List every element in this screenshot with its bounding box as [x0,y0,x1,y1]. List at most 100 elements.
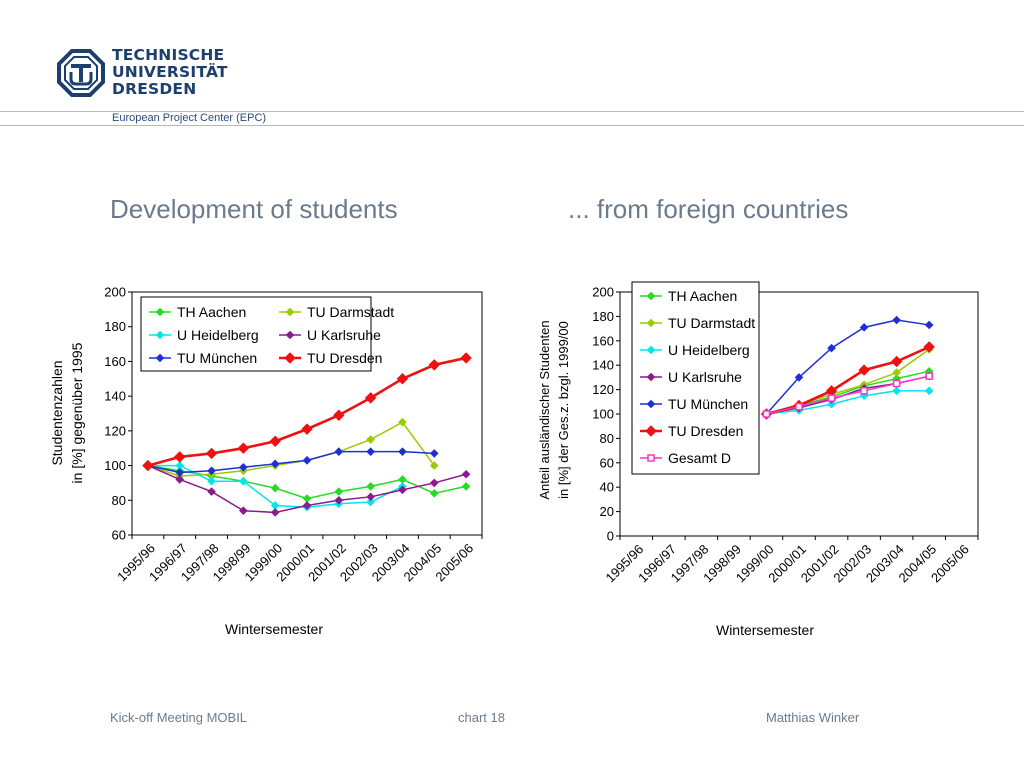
chart0-legend-marker [285,307,295,317]
chart0-data-point-tu-dresden [269,435,281,447]
chart1-legend-label: U Karlsruhe [668,369,742,385]
chart1-legend-marker [645,425,657,437]
chart0-data-point-th-aachen [461,482,471,491]
chart0-data-point-tu-dresden [142,459,154,472]
chart0-data-point-u-heidelberg [239,476,248,486]
chart0-data-point-th-aachen [334,487,344,496]
chart1-legend-label: TH Aachen [668,288,737,304]
chart1-y-tick-label: 200 [592,285,614,300]
chart1-data-point-gesamt-d [762,410,771,418]
chart0-y-tick-label: 140 [104,389,126,404]
chart0-data-point-tu-dresden [364,392,377,404]
chart0-data-point-u-karlsruhe [239,506,248,516]
chart0-data-point-u-heidelberg [366,497,375,507]
chart1-legend-item-gesamt-d: Gesamt D [640,450,731,466]
chart1-legend-label: U Heidelberg [668,342,750,358]
chart1-series-line-tu-m-nchen [765,319,930,415]
chart0-y-tick-label: 80 [112,493,126,508]
chart0-data-point-tu-dresden [396,373,409,385]
chart0-y-tick-label: 60 [112,528,126,543]
chart0-data-point-tu-dresden [205,447,218,460]
chart1-y-axis-label: Anteil ausländischer Studenten [537,320,552,499]
chart0-y-tick-label: 120 [104,423,126,438]
chart0-data-point-u-karlsruhe [366,492,375,502]
university-logo-icon [57,49,105,97]
chart0-legend-item-u-heidelberg: U Heidelberg [149,327,259,343]
chart1-y-tick-label: 100 [592,407,614,422]
chart0-data-point-u-karlsruhe [302,501,312,510]
chart0-series-line-tu-m-nchen [147,450,435,474]
chart0-legend-item-tu-m-nchen: TU München [149,350,257,366]
chart1-y-tick-label: 120 [592,382,614,397]
chart1-legend-marker [647,454,655,462]
logo-line-2: UNIVERSITÄT [112,63,228,81]
footer-event: Kick-off Meeting MOBIL [110,710,248,725]
footer-author: Matthias Winker [766,710,860,725]
chart1-legend-marker [646,318,656,328]
chart1-legend-marker [646,291,656,301]
chart0-data-point-tu-m-nchen [334,447,344,456]
chart0-data-point-tu-darmstadt [366,435,375,444]
chart1-legend-label: TU München [668,396,748,412]
chart0-legend-label: TU Darmstadt [307,304,394,320]
chart1-legend-label: Gesamt D [668,450,731,466]
chart1-data-point-tu-m-nchen [794,373,804,382]
chart1-series-gesamt-d [762,372,933,418]
chart0-legend-marker [285,330,295,340]
chart1-legend-item-u-heidelberg: U Heidelberg [640,342,750,358]
chart1-data-point-tu-m-nchen [859,323,869,332]
chart1-y-axis-label: in [%] der Ges.z. bzgl. 1999/00 [556,321,571,499]
university-name: TECHNISCHE UNIVERSITÄT DRESDEN [112,47,228,98]
chart1-data-point-gesamt-d [892,379,901,388]
department-subtitle: European Project Center (EPC) [112,112,267,124]
chart1-data-point-tu-dresden [923,341,935,353]
chart1-legend-label: TU Darmstadt [668,315,755,331]
chart1-legend-item-th-aachen: TH Aachen [640,288,737,304]
chart1-data-point-tu-m-nchen [924,320,934,330]
chart0-data-point-tu-dresden [174,451,186,463]
chart1-y-tick-label: 160 [592,333,614,348]
chart1-legend-label: TU Dresden [668,423,743,439]
chart0-data-point-tu-m-nchen [366,447,375,456]
chart0-data-point-u-karlsruhe [270,508,280,517]
chart1-legend-marker [646,372,656,382]
chart1-data-point-u-heidelberg [827,399,836,409]
chart-student-development: 60801001201401601802001995/961996/971997… [49,285,483,637]
chart0-legend-marker [155,353,165,363]
chart1-data-point-tu-dresden [890,355,903,368]
chart1-data-point-u-heidelberg [892,386,901,396]
chart0-legend-label: TH Aachen [177,304,246,320]
chart0-data-point-tu-dresden [333,409,345,421]
chart0-y-tick-label: 200 [104,285,126,300]
chart0-data-point-u-karlsruhe [175,475,185,484]
chart0-y-tick-label: 160 [104,354,126,369]
chart1-data-point-tu-dresden [858,364,870,376]
chart0-series-tu-dresden [142,352,472,472]
chart-foreign-students: 0204060801001201401601802001995/961996/9… [537,281,979,638]
logo-line-1: TECHNISCHE [112,46,225,64]
chart0-data-point-tu-m-nchen [398,447,407,456]
slide-title-left: Development of students [110,194,398,224]
chart0-legend [140,296,372,372]
chart0-data-point-u-karlsruhe [207,487,216,496]
chart1-data-point-tu-darmstadt [892,368,901,377]
chart1-y-tick-label: 60 [600,455,614,470]
chart0-x-axis-label: Wintersemester [225,621,323,637]
chart0-data-point-tu-darmstadt [398,417,407,427]
chart1-legend-item-tu-m-nchen: TU München [640,396,748,412]
chart1-data-point-tu-m-nchen [827,343,836,353]
logo-line-3: DRESDEN [112,80,197,98]
chart1-y-tick-label: 140 [592,358,614,373]
chart1-x-axis-label: Wintersemester [716,622,814,638]
chart0-y-axis-label: in [%] gegenüber 1995 [69,342,85,483]
chart0-data-point-tu-m-nchen [270,459,280,469]
chart1-y-tick-label: 40 [600,480,614,495]
chart1-legend-item-tu-dresden: TU Dresden [640,423,743,439]
chart0-data-point-tu-dresden [428,359,440,371]
chart0-legend-marker [155,307,165,317]
chart0-data-point-th-aachen [429,489,439,498]
chart0-legend-label: TU München [177,350,257,366]
chart0-legend-label: U Karlsruhe [307,327,381,343]
chart1-series-line-gesamt-d [766,375,930,415]
chart0-data-point-tu-m-nchen [175,468,185,477]
